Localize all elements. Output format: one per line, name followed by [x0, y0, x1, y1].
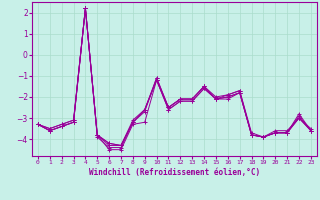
X-axis label: Windchill (Refroidissement éolien,°C): Windchill (Refroidissement éolien,°C)	[89, 168, 260, 177]
